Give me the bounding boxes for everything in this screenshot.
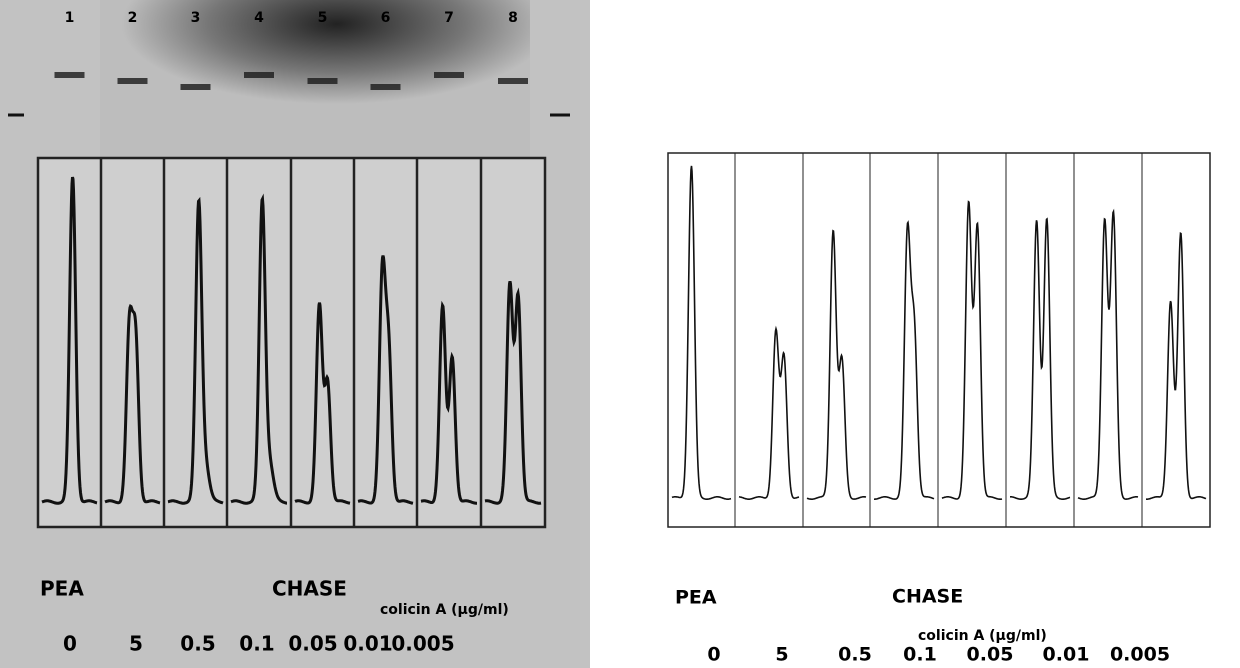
- colicin-label: colicin A (μg/ml): [380, 602, 509, 618]
- densitometry-trace: [104, 303, 161, 505]
- gel-band: [54, 72, 85, 78]
- concentration-label: 0: [63, 632, 77, 656]
- lane-number: 8: [508, 10, 518, 26]
- densitometry-trace: [41, 176, 98, 505]
- densitometry-trace: [1146, 231, 1207, 500]
- lane-number: 3: [191, 10, 201, 26]
- lane-number: 6: [381, 10, 391, 26]
- concentration-label: 0.1: [903, 644, 937, 666]
- densitometry-trace: [806, 229, 867, 500]
- gel-band: [244, 72, 274, 78]
- densitometry-trace: [484, 280, 542, 505]
- pea-label: PEA: [40, 577, 84, 601]
- concentration-label: 0.01: [1043, 644, 1090, 666]
- chase-label: CHASE: [892, 586, 963, 608]
- concentration-label: 5: [775, 644, 788, 666]
- concentration-label: 0.05: [288, 632, 337, 656]
- colicin-label: colicin A (μg/ml): [918, 628, 1047, 644]
- gel-band: [307, 78, 338, 84]
- lane-number: 5: [318, 10, 328, 26]
- gel-band: [434, 72, 464, 78]
- concentration-label: 0.005: [391, 632, 454, 656]
- right-traces: [671, 153, 1207, 527]
- lane-number: 7: [444, 10, 454, 26]
- concentration-label: 0.1: [239, 632, 274, 656]
- densitometry-trace: [671, 165, 732, 500]
- densitometry-trace: [941, 200, 1003, 500]
- gel-band: [370, 84, 401, 90]
- densitometry-trace: [738, 325, 800, 500]
- left-traces: [41, 158, 542, 527]
- concentration-label: 0: [707, 644, 720, 666]
- concentration-label: 0.005: [1110, 644, 1170, 666]
- densitometry-trace: [420, 300, 477, 505]
- concentration-label: 5: [129, 632, 143, 656]
- lane-number: 2: [128, 10, 138, 26]
- concentration-label: 0.05: [967, 644, 1014, 666]
- densitometry-trace: [167, 196, 224, 505]
- lane-number: 1: [65, 10, 75, 26]
- trace-frame: [667, 152, 1211, 528]
- densitometry-trace: [1010, 217, 1071, 500]
- pea-label: PEA: [675, 587, 717, 609]
- chase-label: CHASE: [272, 577, 347, 601]
- trace-panel: [667, 152, 1211, 528]
- gel-band: [180, 84, 211, 90]
- densitometry-trace: [874, 220, 935, 500]
- concentration-label: 0.5: [838, 644, 872, 666]
- densitometry-trace: [1077, 208, 1139, 501]
- densitometry-trace: [294, 302, 351, 505]
- gel-band: [498, 78, 528, 84]
- densitometry-trace: [357, 255, 414, 505]
- concentration-label: 0.5: [180, 632, 215, 656]
- gel-band: [117, 78, 148, 84]
- concentration-label: 0.01: [343, 632, 392, 656]
- lane-number: 4: [254, 10, 264, 26]
- gel-panel: [0, 0, 590, 668]
- densitometry-trace: [230, 193, 287, 505]
